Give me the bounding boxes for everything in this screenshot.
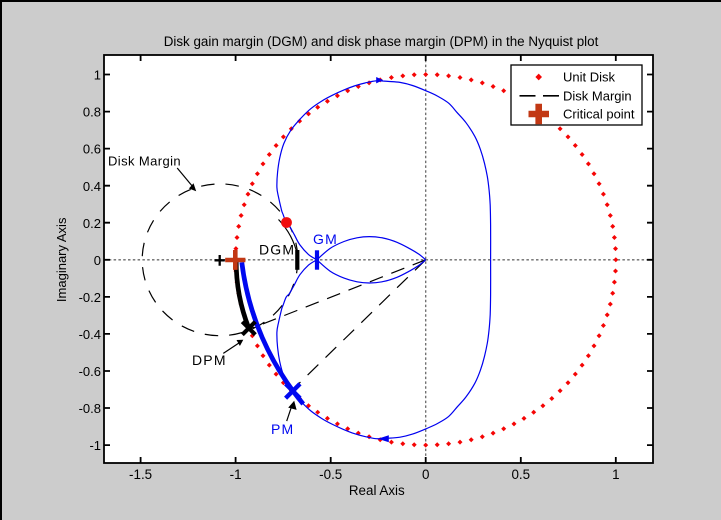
svg-text:-1: -1 [89, 438, 101, 453]
svg-text:0.2: 0.2 [83, 216, 101, 231]
svg-text:1: 1 [612, 467, 619, 482]
svg-text:0.5: 0.5 [511, 467, 530, 482]
svg-text:-0.2: -0.2 [79, 290, 101, 305]
svg-text:-1.5: -1.5 [129, 467, 152, 482]
svg-text:Real Axis: Real Axis [349, 483, 405, 498]
svg-text:-0.5: -0.5 [319, 467, 342, 482]
svg-text:-1: -1 [230, 467, 242, 482]
svg-text:0.8: 0.8 [83, 105, 101, 120]
svg-text:Disk Margin: Disk Margin [108, 154, 181, 169]
svg-text:Unit Disk: Unit Disk [563, 70, 616, 85]
svg-text:PM: PM [271, 421, 294, 437]
svg-text:-0.6: -0.6 [79, 364, 101, 379]
svg-text:1: 1 [94, 68, 101, 83]
svg-text:-0.4: -0.4 [79, 327, 101, 342]
svg-text:Disk gain margin (DGM) and dis: Disk gain margin (DGM) and disk phase ma… [164, 34, 599, 49]
svg-text:Imaginary Axis: Imaginary Axis [54, 217, 69, 302]
svg-text:0.4: 0.4 [83, 179, 101, 194]
svg-text:0.6: 0.6 [83, 142, 101, 157]
svg-text:Disk Margin: Disk Margin [563, 88, 632, 103]
svg-text:-0.8: -0.8 [79, 401, 101, 416]
svg-text:GM: GM [313, 231, 338, 247]
svg-text:DGM: DGM [259, 242, 295, 258]
svg-text:DPM: DPM [192, 352, 227, 368]
svg-text:0: 0 [94, 253, 101, 268]
svg-text:Critical point: Critical point [563, 107, 635, 122]
svg-text:0: 0 [422, 467, 429, 482]
